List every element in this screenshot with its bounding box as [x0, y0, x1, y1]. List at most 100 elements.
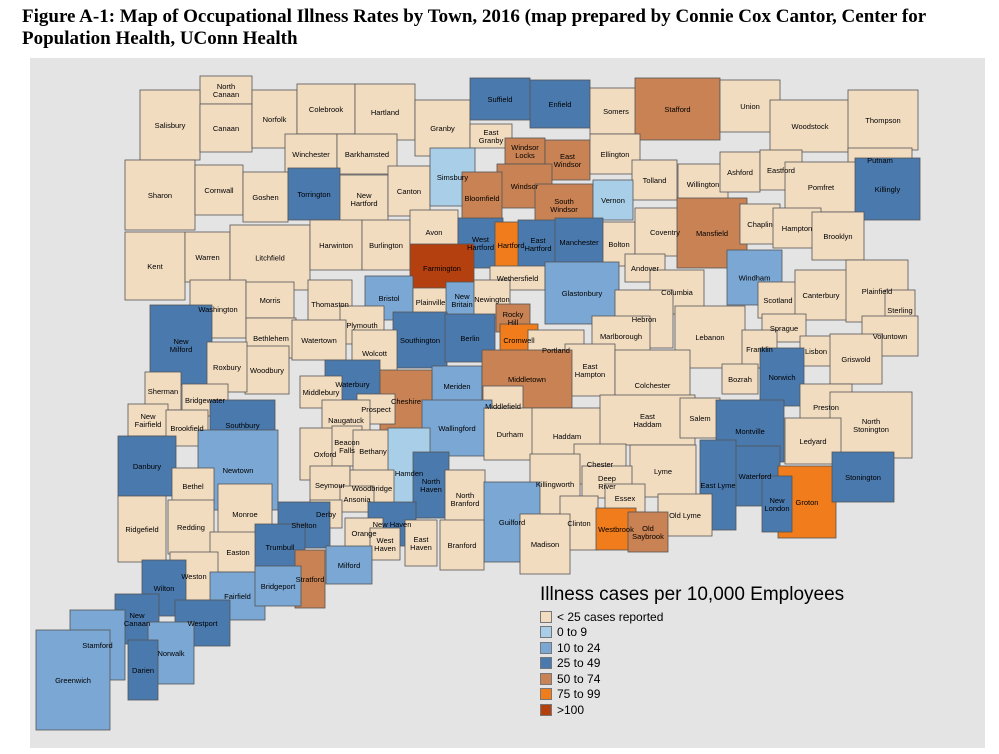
town-label: Meriden	[443, 382, 470, 391]
legend-swatch	[540, 610, 552, 623]
town-new-hartford	[339, 174, 389, 224]
town-label: Lyme	[654, 467, 672, 476]
town-label: New Britain	[451, 292, 472, 309]
town-north-canaan	[199, 75, 253, 105]
town-label: Avon	[426, 228, 443, 237]
town-label: Voluntown	[873, 332, 908, 341]
town-new-fairfield	[127, 403, 169, 437]
town-label: Franklin	[746, 345, 773, 354]
town-label: Bozrah	[728, 375, 752, 384]
town-ledyard	[784, 417, 842, 465]
town-label: Woodbridge	[352, 484, 392, 493]
town-label: Orange	[351, 529, 376, 538]
town-label: Coventry	[650, 228, 680, 237]
figure-title: Figure A-1: Map of Occupational Illness …	[22, 6, 926, 49]
town-madison	[519, 513, 571, 575]
town-label: Waterford	[739, 472, 772, 481]
town-label: Darien	[132, 666, 154, 675]
town-label: Oxford	[314, 450, 337, 459]
town-label: Kent	[147, 262, 163, 271]
legend-swatch	[540, 688, 552, 701]
legend-item: 50 to 74	[540, 671, 844, 687]
town-winchester	[284, 133, 338, 175]
town-label: Canaan	[213, 124, 239, 133]
town-label: Ansonia	[343, 495, 371, 504]
town-meriden	[431, 365, 483, 407]
town-label: Norwich	[768, 373, 795, 382]
town-label: West Haven	[374, 536, 396, 553]
town-colebrook	[296, 83, 356, 135]
town-label: Andover	[631, 264, 659, 273]
towns-layer	[35, 75, 921, 731]
town-ashford	[719, 151, 761, 193]
legend-item: 25 to 49	[540, 656, 844, 672]
town-label: Trumbull	[266, 543, 295, 552]
town-label: Norfolk	[263, 115, 287, 124]
town-label: Somers	[603, 107, 629, 116]
town-label: Sterling	[887, 306, 912, 315]
town-label: Ledyard	[799, 437, 826, 446]
town-label: Granby	[430, 124, 455, 133]
town-label: Simsbury	[437, 173, 469, 182]
town-label: East Windsor	[554, 152, 582, 169]
town-label: New Canaan	[124, 611, 150, 628]
town-label: East Hampton	[575, 362, 605, 379]
town-kent	[124, 231, 186, 301]
town-label: Putnam	[867, 156, 893, 165]
town-label: New Milford	[170, 337, 193, 354]
town-pomfret	[784, 161, 858, 213]
town-north-stonington	[829, 391, 913, 459]
town-label: Washington	[198, 305, 237, 314]
town-label: Greenwich	[55, 676, 91, 685]
town-killingly	[854, 157, 921, 221]
town-bridgeport	[254, 565, 302, 607]
town-label: Woodbury	[250, 366, 284, 375]
legend-swatch	[540, 626, 552, 639]
town-torrington	[287, 167, 341, 221]
town-label: Lebanon	[695, 333, 724, 342]
town-new-britain	[445, 281, 479, 319]
town-label: Middletown	[508, 375, 546, 384]
town-darien	[127, 639, 159, 701]
town-label: Chaplin	[747, 220, 772, 229]
town-greenwich	[35, 629, 111, 731]
town-label: Bloomfield	[464, 194, 499, 203]
town-label: Ellington	[601, 150, 630, 159]
town-label: Barkhamsted	[345, 150, 389, 159]
town-bloomfield	[461, 171, 503, 225]
town-label: Newtown	[223, 466, 254, 475]
town-enfield	[529, 79, 591, 129]
town-label: Killingly	[875, 185, 901, 194]
town-label: Naugatuck	[328, 416, 364, 425]
town-label: Marlborough	[600, 332, 642, 341]
town-label: Madison	[531, 540, 559, 549]
town-label: Stamford	[82, 641, 112, 650]
town-label: Middlebury	[303, 388, 340, 397]
town-label: Vernon	[601, 196, 625, 205]
town-label: Mansfield	[696, 229, 728, 238]
town-essex	[604, 483, 646, 513]
town-label: Cheshire	[391, 397, 421, 406]
town-label: Wethersfield	[497, 274, 539, 283]
town-label: Bethany	[359, 447, 387, 456]
town-thompson	[847, 89, 919, 151]
town-label: Hampton	[782, 224, 812, 233]
town-west-haven	[369, 527, 401, 561]
town-label: Sprague	[770, 324, 798, 333]
town-east-haven	[404, 519, 438, 567]
town-label: Ridgefield	[125, 525, 158, 534]
legend-label: < 25 cases reported	[557, 609, 664, 624]
town-label: Sharon	[148, 191, 172, 200]
town-label: Deep River	[598, 474, 616, 491]
town-label: Sherman	[148, 387, 178, 396]
town-labels-layer: North Canaan Salisbury Canaan Norfolk Colebro…	[55, 82, 913, 685]
legend-item: 10 to 24	[540, 640, 844, 656]
legend-swatch	[540, 672, 552, 685]
town-label: Windham	[739, 274, 771, 283]
town-label: New Hartford	[350, 191, 377, 208]
town-label: Redding	[177, 523, 205, 532]
town-label: Montville	[735, 427, 765, 436]
town-label: Plymouth	[346, 321, 377, 330]
town-redding	[167, 499, 215, 555]
town-label: Canton	[397, 187, 421, 196]
